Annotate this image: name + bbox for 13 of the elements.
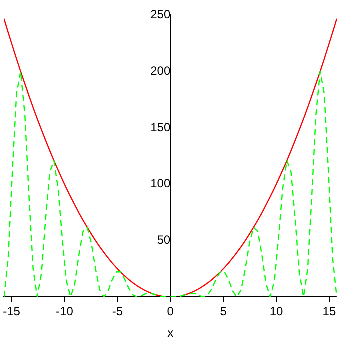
y-tick-label: 100 [150,176,171,191]
y-tick-label: 250 [150,8,171,22]
x-tick-label: 5 [220,304,228,319]
x-tick-label: -15 [3,304,21,319]
y-tick-label: 150 [150,120,171,134]
x-axis-title: x [168,326,174,340]
x-tick-label: -5 [112,304,124,319]
x-tick-label: 0 [167,304,174,319]
x-tick-label: -10 [56,304,74,319]
y-tick-label: 50 [157,233,171,248]
x-tick-label: 10 [270,304,284,319]
y-tick-label: 200 [150,64,171,78]
x-tick-label: 15 [322,304,336,319]
